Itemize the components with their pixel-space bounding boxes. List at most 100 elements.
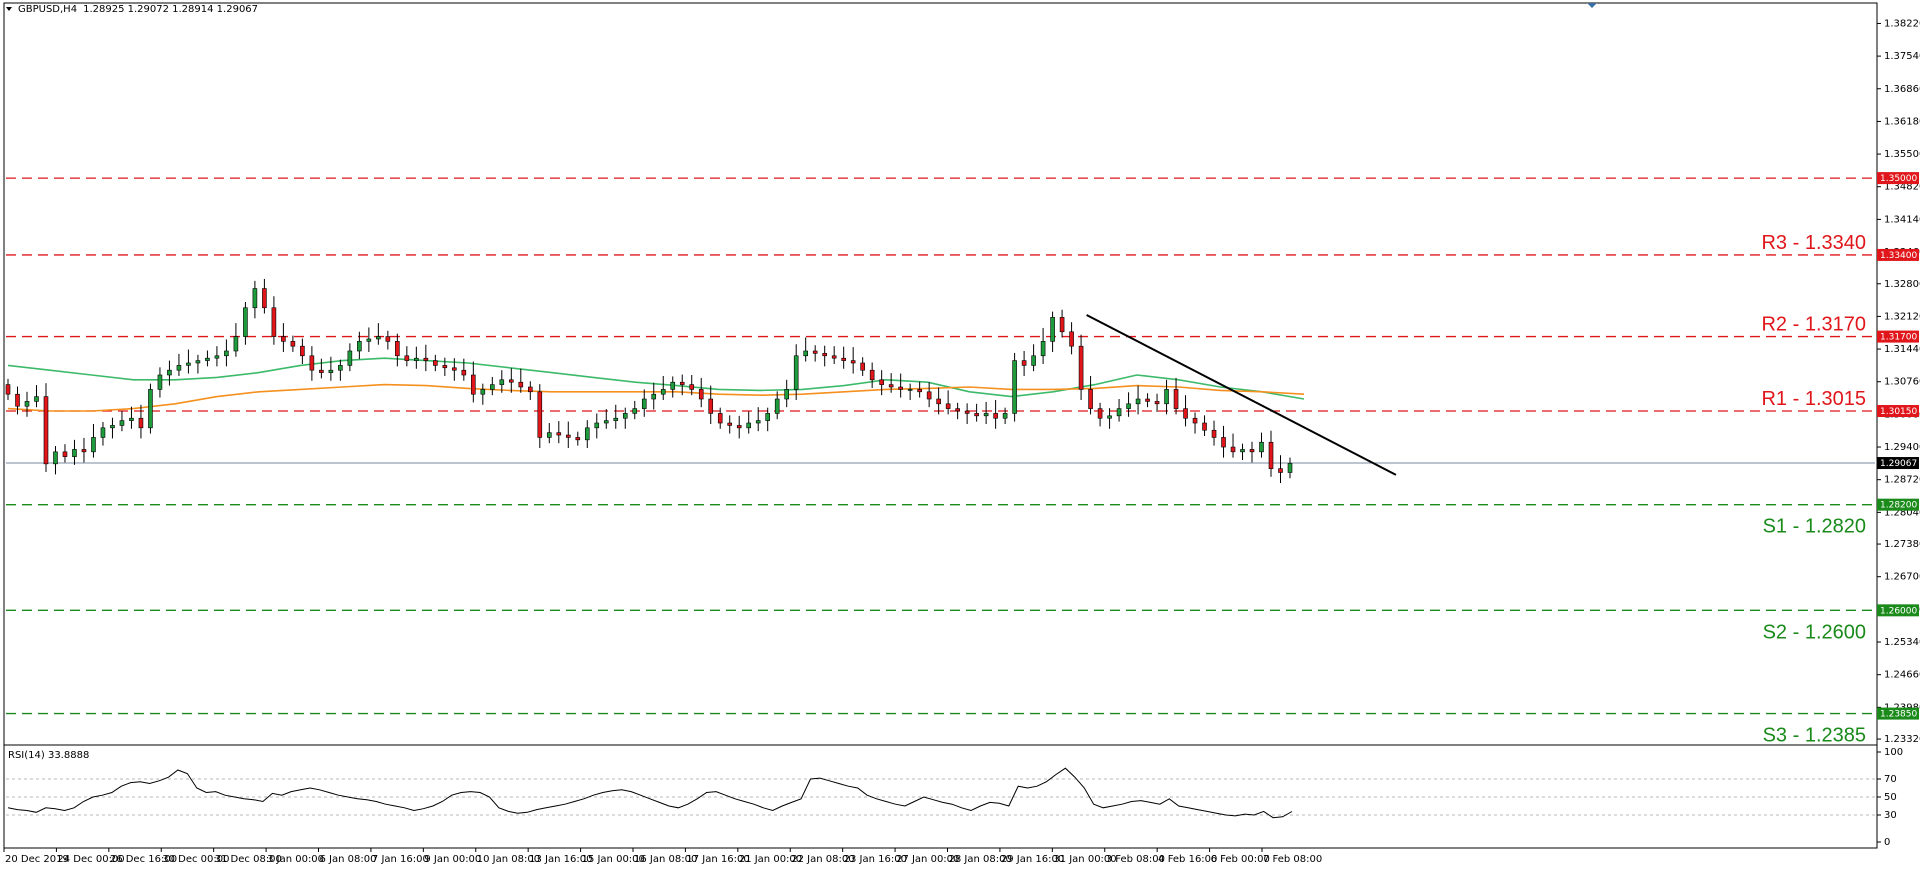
candle-body [518,381,524,388]
candle-body [1031,355,1036,366]
candle-body [651,393,657,400]
price-tag-r3: 1.33400 [1880,251,1917,261]
time-tick-label: 21 Jan 00:00 [739,854,802,865]
candle-body [613,417,619,421]
price-tag-bg [1877,604,1919,617]
candle-body [926,391,932,400]
candle-body [433,360,438,366]
candle-body [100,427,106,438]
candle-body [1107,415,1112,419]
candle-body [442,365,448,369]
price-tag-s3: 1.23850 [1880,710,1917,720]
rsi-line [7,767,1293,819]
time-tick-label: 4 Feb 16:00 [1158,854,1217,865]
ohlc-values: 1.28925 1.29072 1.28914 1.29067 [83,4,258,15]
time-tick-label: 10 Jan 08:00 [477,854,540,865]
trend-line[interactable] [1086,314,1397,476]
candle-body [955,408,960,412]
time-tick-label: 7 Jan 16:00 [372,854,429,865]
candle-body [831,355,837,359]
price-tick-label: 1.35500 [1884,149,1920,160]
time-tick-label: 31 Jan 00:00 [1053,854,1116,865]
candle-body [1040,341,1046,357]
candle-body [309,355,315,371]
candle-body [841,357,846,361]
candle-body [1097,408,1103,419]
rsi-tick-label: 0 [1884,837,1890,848]
candle-body [376,336,381,340]
candle-body [860,362,865,371]
time-tick-label: 15 Jan 00:00 [582,854,645,865]
candle-body [660,389,666,395]
candle-body [850,360,856,364]
candle-body [271,307,277,337]
candle-body [53,451,58,465]
level-label-r1: R1 - 1.3015 [1761,388,1866,410]
candle-body [622,413,628,419]
candle-body [490,384,495,390]
collapse-arrow-icon[interactable] [6,7,12,11]
candlestick-series [5,278,1293,484]
candle-body [480,389,486,395]
candle-body [1221,437,1226,448]
price-tag-r2: 1.31700 [1880,333,1917,343]
time-tick-label: 26 Dec 16:00 [110,854,177,865]
candle-body [252,288,258,309]
candle-body [1021,360,1027,366]
candle-body [43,396,49,465]
current-price-tag-bg [1877,457,1919,470]
symbol-label: GBPUSD,H4 [18,4,77,15]
candle-body [423,357,429,361]
price-tick-label: 1.34140 [1884,214,1920,225]
candle-body [176,365,182,371]
rsi-tick-label: 30 [1884,810,1897,821]
price-panel [3,2,1878,746]
candle-body [1211,429,1217,438]
price-tick-label: 1.26700 [1884,572,1920,583]
rsi-panel [3,744,1878,849]
candle-body [1202,422,1207,431]
candle-body [869,369,875,381]
price-tag-bg [1877,330,1919,343]
candle-body [584,427,590,441]
price-tick-label: 1.30760 [1884,377,1920,388]
candle-body [1116,408,1122,417]
candle-body [461,369,467,376]
candle-body [546,432,552,438]
current-price-tag: 1.29067 [1880,459,1917,469]
candle-body [1069,331,1074,347]
rsi-tick-label: 100 [1884,747,1903,758]
price-axis: 1.38220 1.37540 1.36860 1.36180 1.35500 1.348… [1877,18,1920,745]
candle-body [679,381,685,385]
level-label-s2: S2 - 1.2600 [1763,621,1866,643]
level-label-s1: S1 - 1.2820 [1763,516,1866,538]
price-tag-r1: 1.30150 [1880,407,1917,417]
candle-body [1059,317,1065,333]
candle-body [917,389,922,393]
candle-body [138,417,144,429]
candle-body [1268,441,1274,469]
candle-body [319,369,324,373]
candle-body [91,437,96,453]
time-tick-label: 22 Jan 08:00 [791,854,854,865]
candle-body [452,367,457,371]
candle-body [812,350,818,354]
price-tag-bg [1877,405,1919,418]
candle-body [1173,389,1179,409]
candle-body [603,420,609,424]
candle-body [404,355,410,361]
candle-body [357,341,362,352]
price-tag-bg [1877,707,1919,720]
level-label-s3: S3 - 1.2385 [1763,725,1866,747]
candle-body [262,288,267,309]
candle-body [879,379,884,385]
candle-body [81,449,87,453]
candle-body [34,396,39,402]
price-tick-label: 1.31440 [1884,344,1920,355]
trend-line-group [1086,314,1397,476]
candle-body [119,420,125,426]
candle-body [195,360,201,364]
candle-body [537,391,543,438]
time-tick-label: 29 Jan 16:00 [1001,854,1064,865]
